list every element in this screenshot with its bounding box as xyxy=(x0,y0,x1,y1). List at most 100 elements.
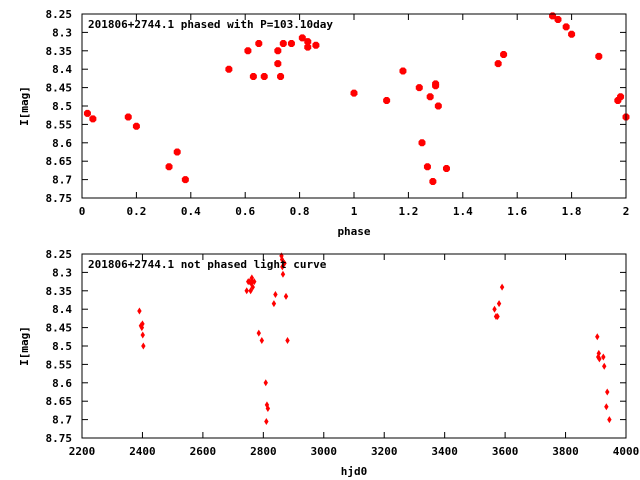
data-point xyxy=(605,388,610,396)
data-point xyxy=(595,333,600,341)
x-tick-label: 3200 xyxy=(371,445,398,458)
y-tick-label: 8.75 xyxy=(46,432,73,445)
data-point xyxy=(139,324,145,332)
data-points xyxy=(83,12,630,185)
data-point xyxy=(495,313,500,321)
data-point xyxy=(432,80,440,88)
data-point xyxy=(617,93,625,101)
data-point xyxy=(304,43,312,51)
data-point xyxy=(415,84,423,92)
axis-ticks xyxy=(81,13,627,199)
data-point xyxy=(312,41,320,49)
x-tick-label: 3800 xyxy=(552,445,579,458)
y-tick-label: 8.65 xyxy=(46,395,73,408)
data-point xyxy=(165,163,173,171)
data-point xyxy=(279,256,285,264)
plot-frame xyxy=(81,13,627,199)
x-tick-label: 4000 xyxy=(613,445,640,458)
y-tick-label: 8.6 xyxy=(52,377,72,390)
y-tick-label: 8.45 xyxy=(46,322,73,335)
data-point xyxy=(595,52,603,60)
x-tick-label: 3400 xyxy=(431,445,458,458)
x-tick-label: 0.2 xyxy=(126,205,146,218)
data-point xyxy=(273,290,278,298)
data-point xyxy=(244,287,249,295)
data-point xyxy=(562,23,570,31)
data-point xyxy=(124,113,132,121)
data-point xyxy=(282,259,287,267)
x-tick-label: 0 xyxy=(79,205,86,218)
x-tick-label: 3000 xyxy=(311,445,338,458)
data-point xyxy=(283,292,289,300)
x-tick-label: 2600 xyxy=(190,445,217,458)
axis-ticks xyxy=(81,253,627,439)
data-point xyxy=(83,109,91,117)
data-point xyxy=(141,342,146,350)
data-point xyxy=(255,39,263,47)
data-point xyxy=(426,93,434,101)
y-tick-label: 8.45 xyxy=(46,82,73,95)
x-tick-labels: 0 0.2 0.4 0.6 0.8 1 1.2 1.4 1.6 1.8 2 xyxy=(79,205,630,218)
y-tick-label: 8.25 xyxy=(46,248,73,261)
data-point xyxy=(280,263,285,271)
data-point xyxy=(494,60,502,68)
y-tick-label: 8.7 xyxy=(52,174,72,187)
data-point xyxy=(499,283,505,291)
y-tick-label: 8.3 xyxy=(52,26,72,39)
data-point xyxy=(280,270,286,278)
data-point xyxy=(244,47,252,55)
y-tick-label: 8.65 xyxy=(46,155,73,168)
data-point xyxy=(264,417,269,425)
x-tick-label: 1.2 xyxy=(398,205,418,218)
y-tick-label: 8.4 xyxy=(52,63,72,76)
data-point xyxy=(260,73,268,81)
data-point xyxy=(181,176,189,184)
data-point xyxy=(596,349,601,357)
y-tick-label: 8.55 xyxy=(46,118,73,131)
data-point xyxy=(263,379,268,387)
x-tick-label: 2400 xyxy=(129,445,156,458)
data-point xyxy=(265,405,271,413)
y-tick-label: 8.5 xyxy=(52,100,72,113)
data-point xyxy=(423,163,431,171)
y-tick-label: 8.35 xyxy=(46,285,73,298)
phased-light-curve-chart: 0 0.2 0.4 0.6 0.8 1 1.2 1.4 1.6 1.8 2 8.258.38.358… xyxy=(18,8,630,238)
y-tick-labels: 8.25 8.3 8.35 8.4 8.45 8.5 8.55 8.6 8.65 8.7 8.75 xyxy=(46,248,73,445)
data-point xyxy=(259,336,265,344)
x-tick-label: 2200 xyxy=(69,445,96,458)
data-point xyxy=(554,16,562,24)
data-point xyxy=(277,73,285,81)
data-point xyxy=(132,122,140,130)
data-point xyxy=(298,34,306,42)
x-tick-label: 1.8 xyxy=(562,205,582,218)
data-point xyxy=(304,38,312,46)
data-point xyxy=(137,307,142,315)
y-axis-label: I[mag] xyxy=(18,86,31,126)
data-point xyxy=(285,336,290,344)
y-tick-label: 8.55 xyxy=(46,358,73,371)
data-point xyxy=(173,148,181,156)
data-point xyxy=(597,355,602,363)
data-point xyxy=(496,300,502,308)
x-tick-label: 2 xyxy=(623,205,630,218)
data-point xyxy=(434,102,442,110)
plot-frame xyxy=(81,253,627,439)
y-tick-labels: 8.25 8.3 8.35 8.4 8.45 8.5 8.55 8.6 8.65 8.7 8.75 xyxy=(46,8,73,205)
y-tick-label: 8.6 xyxy=(52,137,72,150)
data-point xyxy=(140,331,145,339)
x-tick-label: 1.4 xyxy=(453,205,473,218)
data-point xyxy=(492,305,497,313)
data-point xyxy=(274,47,282,55)
data-point xyxy=(442,165,450,173)
data-point xyxy=(252,278,257,286)
x-tick-label: 0.8 xyxy=(290,205,310,218)
y-tick-label: 8.7 xyxy=(52,414,72,427)
x-axis-label: hjd0 xyxy=(341,465,368,478)
x-tick-label: 2800 xyxy=(250,445,277,458)
x-tick-label: 1 xyxy=(351,205,358,218)
y-tick-label: 8.35 xyxy=(46,45,73,58)
x-tick-labels: 2200 2400 2600 2800 3000 3200 3400 3600 3800 4000 xyxy=(69,445,640,458)
chart-title: 201806+2744.1 not phased light curve xyxy=(88,258,327,271)
data-point xyxy=(279,39,287,47)
